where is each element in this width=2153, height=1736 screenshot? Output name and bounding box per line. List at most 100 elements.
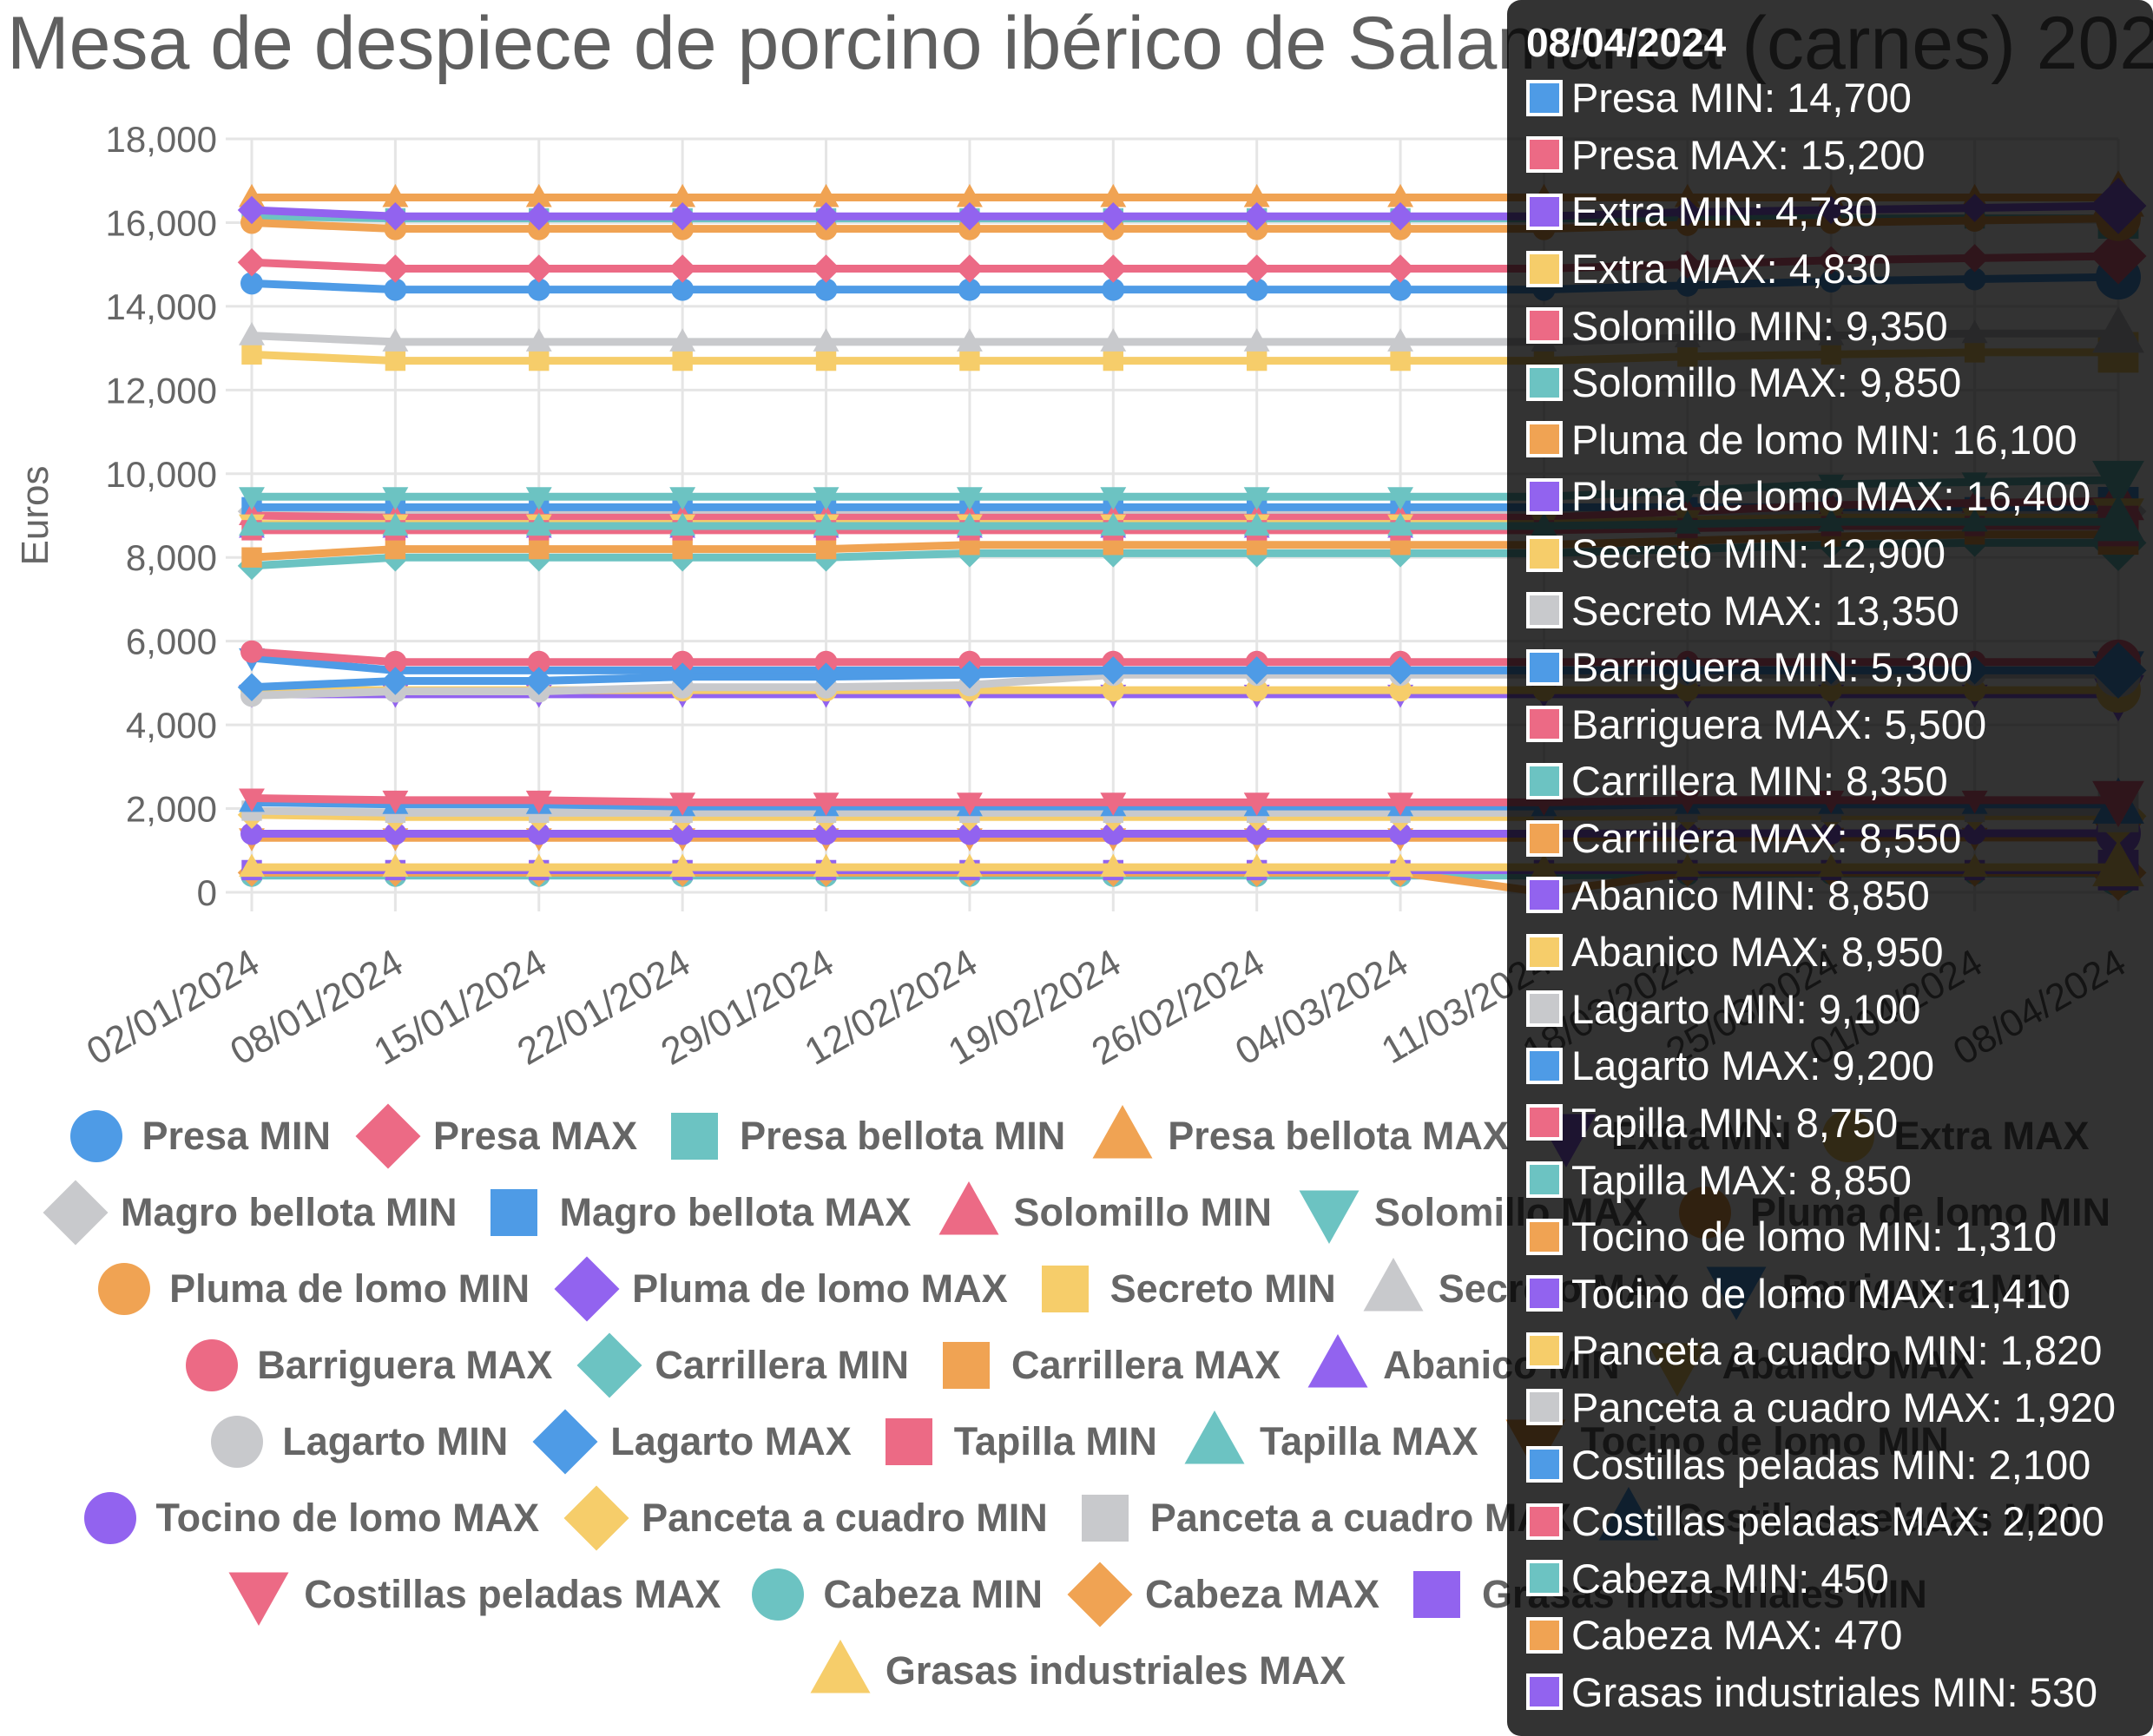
tooltip-row-text: Solomillo MIN: 9,350 (1571, 302, 1948, 349)
legend-item[interactable]: Lagarto MAX (532, 1409, 852, 1475)
tooltip-row-text: Tocino de lomo MIN: 1,310 (1571, 1213, 2058, 1260)
legend-marker-icon (576, 1332, 642, 1398)
tooltip-color-swatch (1526, 364, 1563, 401)
legend-marker-icon (563, 1485, 629, 1551)
legend-marker-shape (671, 1113, 719, 1160)
hover-tooltip: 08/04/2024 Presa MIN: 14,700 Presa MAX: 1… (1507, 0, 2153, 1736)
data-point (529, 350, 550, 372)
legend-item[interactable]: Presa bellota MAX (1090, 1103, 1509, 1169)
data-point (1243, 853, 1270, 878)
legend-item[interactable]: Costillas peladas MAX (226, 1562, 721, 1628)
legend-item[interactable]: Cabeza MIN (745, 1562, 1043, 1628)
legend-item[interactable]: Pluma de lomo MAX (554, 1256, 1008, 1322)
tooltip-color-swatch (1526, 1161, 1563, 1199)
tooltip-row-text: Tapilla MIN: 8,750 (1571, 1099, 1899, 1146)
legend-item[interactable]: Secreto MIN (1032, 1256, 1336, 1322)
data-point (525, 183, 552, 207)
tooltip-row-text: Costillas peladas MAX: 2,200 (1571, 1498, 2104, 1545)
data-point (672, 538, 693, 560)
legend-item[interactable]: Carrillera MAX (933, 1332, 1281, 1398)
legend-marker-icon (98, 1263, 151, 1315)
data-point (529, 538, 550, 560)
legend-marker-icon (491, 1189, 538, 1236)
data-point (240, 822, 263, 845)
tooltip-row: Carrillera MAX: 8,550 (1526, 810, 2137, 867)
data-point (239, 512, 265, 536)
data-point (956, 183, 983, 207)
y-tick-label: 2,000 (126, 789, 217, 830)
legend-label: Grasas industriales MAX (885, 1648, 1346, 1693)
tooltip-color-swatch (1526, 990, 1563, 1028)
legend-item[interactable]: Tapilla MIN (876, 1409, 1157, 1475)
legend-label: Panceta a cuadro MAX (1149, 1496, 1571, 1540)
tooltip-row-text: Secreto MAX: 13,350 (1571, 587, 1959, 634)
legend-label: Tapilla MAX (1259, 1419, 1478, 1463)
data-point (669, 328, 696, 352)
tooltip-row: Solomillo MAX: 9,850 (1526, 354, 2137, 411)
data-point (381, 254, 410, 283)
tooltip-row: Secreto MAX: 13,350 (1526, 582, 2137, 639)
data-point (812, 254, 840, 283)
data-point (1387, 792, 1414, 816)
legend-item[interactable]: Magro bellota MAX (481, 1180, 912, 1246)
legend-item[interactable]: Presa MAX (355, 1103, 637, 1169)
legend-item[interactable]: Cabeza MAX (1067, 1562, 1379, 1628)
legend-marker-shape (70, 1110, 123, 1162)
legend-item[interactable]: Carrillera MIN (576, 1332, 909, 1398)
legend-item[interactable]: Barriguera MAX (179, 1332, 552, 1398)
legend-label: Cabeza MIN (823, 1572, 1043, 1616)
legend-item[interactable]: Solomillo MIN (936, 1180, 1272, 1246)
data-point (239, 788, 265, 812)
data-point (669, 512, 696, 536)
legend-item[interactable]: Tocino de lomo MAX (77, 1485, 539, 1551)
legend-marker-icon (355, 1103, 421, 1169)
legend-marker-shape (1307, 1334, 1368, 1388)
tooltip-row-text: Cabeza MIN: 450 (1571, 1555, 1889, 1601)
tooltip-color-swatch (1526, 706, 1563, 743)
legend-marker-icon (1092, 1105, 1153, 1159)
legend-item[interactable]: Panceta a cuadro MAX (1072, 1485, 1571, 1551)
tooltip-row-text: Secreto MIN: 12,900 (1571, 530, 1946, 577)
legend-item[interactable]: Presa bellota MIN (662, 1103, 1065, 1169)
legend-label: Panceta a cuadro MIN (642, 1496, 1048, 1540)
data-point (1100, 853, 1127, 878)
legend-marker-shape (1363, 1258, 1424, 1312)
legend-label: Lagarto MIN (282, 1419, 509, 1463)
legend-label: Tapilla MIN (953, 1419, 1157, 1463)
data-point (1100, 487, 1127, 510)
legend-label: Tocino de lomo MAX (155, 1496, 540, 1540)
tooltip-row-text: Grasas industriales MIN: 530 (1571, 1668, 2098, 1715)
legend-marker-icon (1299, 1190, 1360, 1244)
tooltip-body: Presa MIN: 14,700 Presa MAX: 15,200 Extra … (1526, 69, 2137, 1720)
legend-item[interactable]: Pluma de lomo MIN (91, 1256, 530, 1322)
tooltip-row-text: Carrillera MIN: 8,350 (1571, 758, 1948, 805)
legend-item[interactable]: Grasas industriales MAX (807, 1638, 1346, 1704)
data-point (669, 183, 696, 207)
data-point (1100, 328, 1127, 352)
data-point (955, 201, 984, 231)
tooltip-row: Panceta a cuadro MAX: 1,920 (1526, 1379, 2137, 1437)
legend-item[interactable]: Tapilla MAX (1182, 1409, 1478, 1475)
data-point (1246, 350, 1267, 372)
legend-marker-icon (186, 1339, 239, 1391)
data-point (1390, 350, 1411, 372)
data-point (1245, 679, 1268, 702)
tooltip-row-text: Carrillera MAX: 8,550 (1571, 815, 1962, 862)
tooltip-row-text: Presa MIN: 14,700 (1571, 75, 1912, 122)
data-point (241, 344, 262, 365)
legend-label: Barriguera MAX (257, 1343, 553, 1387)
legend-row: Grasas industriales MAX (0, 1633, 2153, 1709)
legend-item[interactable]: Magro bellota MIN (43, 1180, 457, 1246)
legend-item[interactable]: Lagarto MIN (204, 1409, 508, 1475)
legend-item[interactable]: Presa MIN (63, 1103, 331, 1169)
data-point (384, 650, 407, 674)
data-point (1243, 792, 1270, 816)
tooltip-color-swatch (1526, 819, 1563, 857)
legend-marker-shape (1041, 1266, 1089, 1312)
data-point (668, 662, 697, 691)
tooltip-color-swatch (1526, 421, 1563, 458)
data-point (959, 350, 980, 372)
legend-label: Costillas peladas MAX (304, 1572, 721, 1616)
legend-item[interactable]: Panceta a cuadro MIN (563, 1485, 1048, 1551)
y-tick-label: 10,000 (106, 454, 217, 495)
